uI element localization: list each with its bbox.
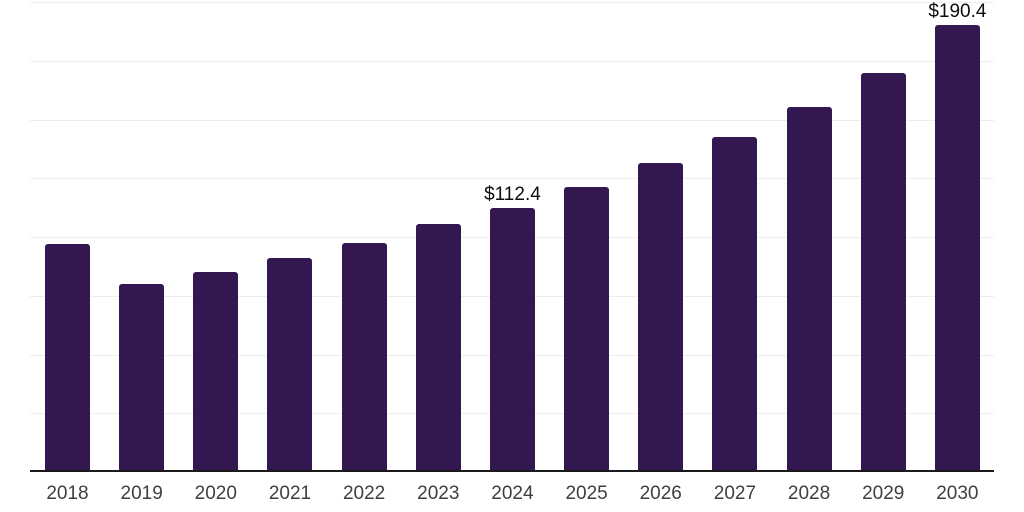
x-tick-label-2019: 2019: [119, 483, 164, 505]
x-tick-label-text: 2020: [194, 483, 237, 504]
x-tick-label-text: 2024: [491, 483, 534, 504]
bar-2019: [119, 283, 165, 472]
x-axis-labels: 2018 2019 2020 2021 2022 2023 2024 2025 2026 2027…: [30, 483, 994, 505]
x-tick-label-2028: 2028: [787, 483, 832, 505]
x-tick-label-2020: 2020: [193, 483, 238, 505]
bar-2024: $112.4: [484, 184, 541, 472]
bar-2026: [638, 162, 684, 472]
bar-value-label-2030: $190.4: [928, 0, 987, 22]
x-tick-label-text: 2021: [268, 483, 312, 504]
x-tick-label-text: 2030: [936, 483, 979, 504]
x-axis-line: [30, 470, 994, 472]
x-tick-label-text: 2019: [120, 483, 163, 504]
gridline-125: [30, 178, 994, 180]
x-tick-label-text: 2029: [862, 483, 905, 504]
x-tick-label-2018: 2018: [45, 483, 90, 505]
bar-2021: [267, 257, 313, 472]
gridline-200: [30, 2, 994, 3]
x-tick-label-text: 2027: [713, 483, 757, 504]
x-tick-label-text: 2026: [639, 483, 682, 504]
x-tick-label-text: 2022: [342, 483, 386, 504]
bar-2020: [193, 271, 239, 472]
x-tick-label-text: 2025: [565, 483, 608, 504]
x-tick-label-2025: 2025: [564, 483, 609, 505]
gridline-150: [30, 119, 994, 121]
x-tick-label-2024: 2024: [490, 483, 535, 505]
x-tick-label-2023: 2023: [416, 483, 461, 505]
bar-2025: [564, 186, 610, 472]
x-tick-label-2029: 2029: [861, 483, 906, 505]
x-tick-label-2030: 2030: [935, 483, 980, 505]
x-tick-label-text: 2028: [787, 483, 831, 504]
x-tick-label-text: 2018: [46, 483, 89, 504]
x-tick-label-2027: 2027: [712, 483, 757, 505]
bars-container: $112.4 $190.4: [30, 1, 994, 472]
x-tick-label-text: 2023: [417, 483, 460, 504]
bar-2027: [712, 136, 758, 472]
bar-2022: [341, 242, 387, 472]
x-tick-label-2021: 2021: [267, 483, 312, 505]
bar-2030: $190.4: [928, 1, 986, 472]
bar-2023: [415, 224, 461, 472]
bar-2028: [786, 106, 832, 472]
x-tick-label-2022: 2022: [342, 483, 387, 505]
bar-2018: [45, 243, 90, 472]
gridline-175: [30, 60, 994, 62]
x-tick-label-2026: 2026: [638, 483, 683, 505]
plot-area: $112.4 $190.4: [30, 1, 994, 472]
bar-2029: [860, 72, 906, 472]
bar-value-label-2024: $112.4: [484, 183, 541, 205]
